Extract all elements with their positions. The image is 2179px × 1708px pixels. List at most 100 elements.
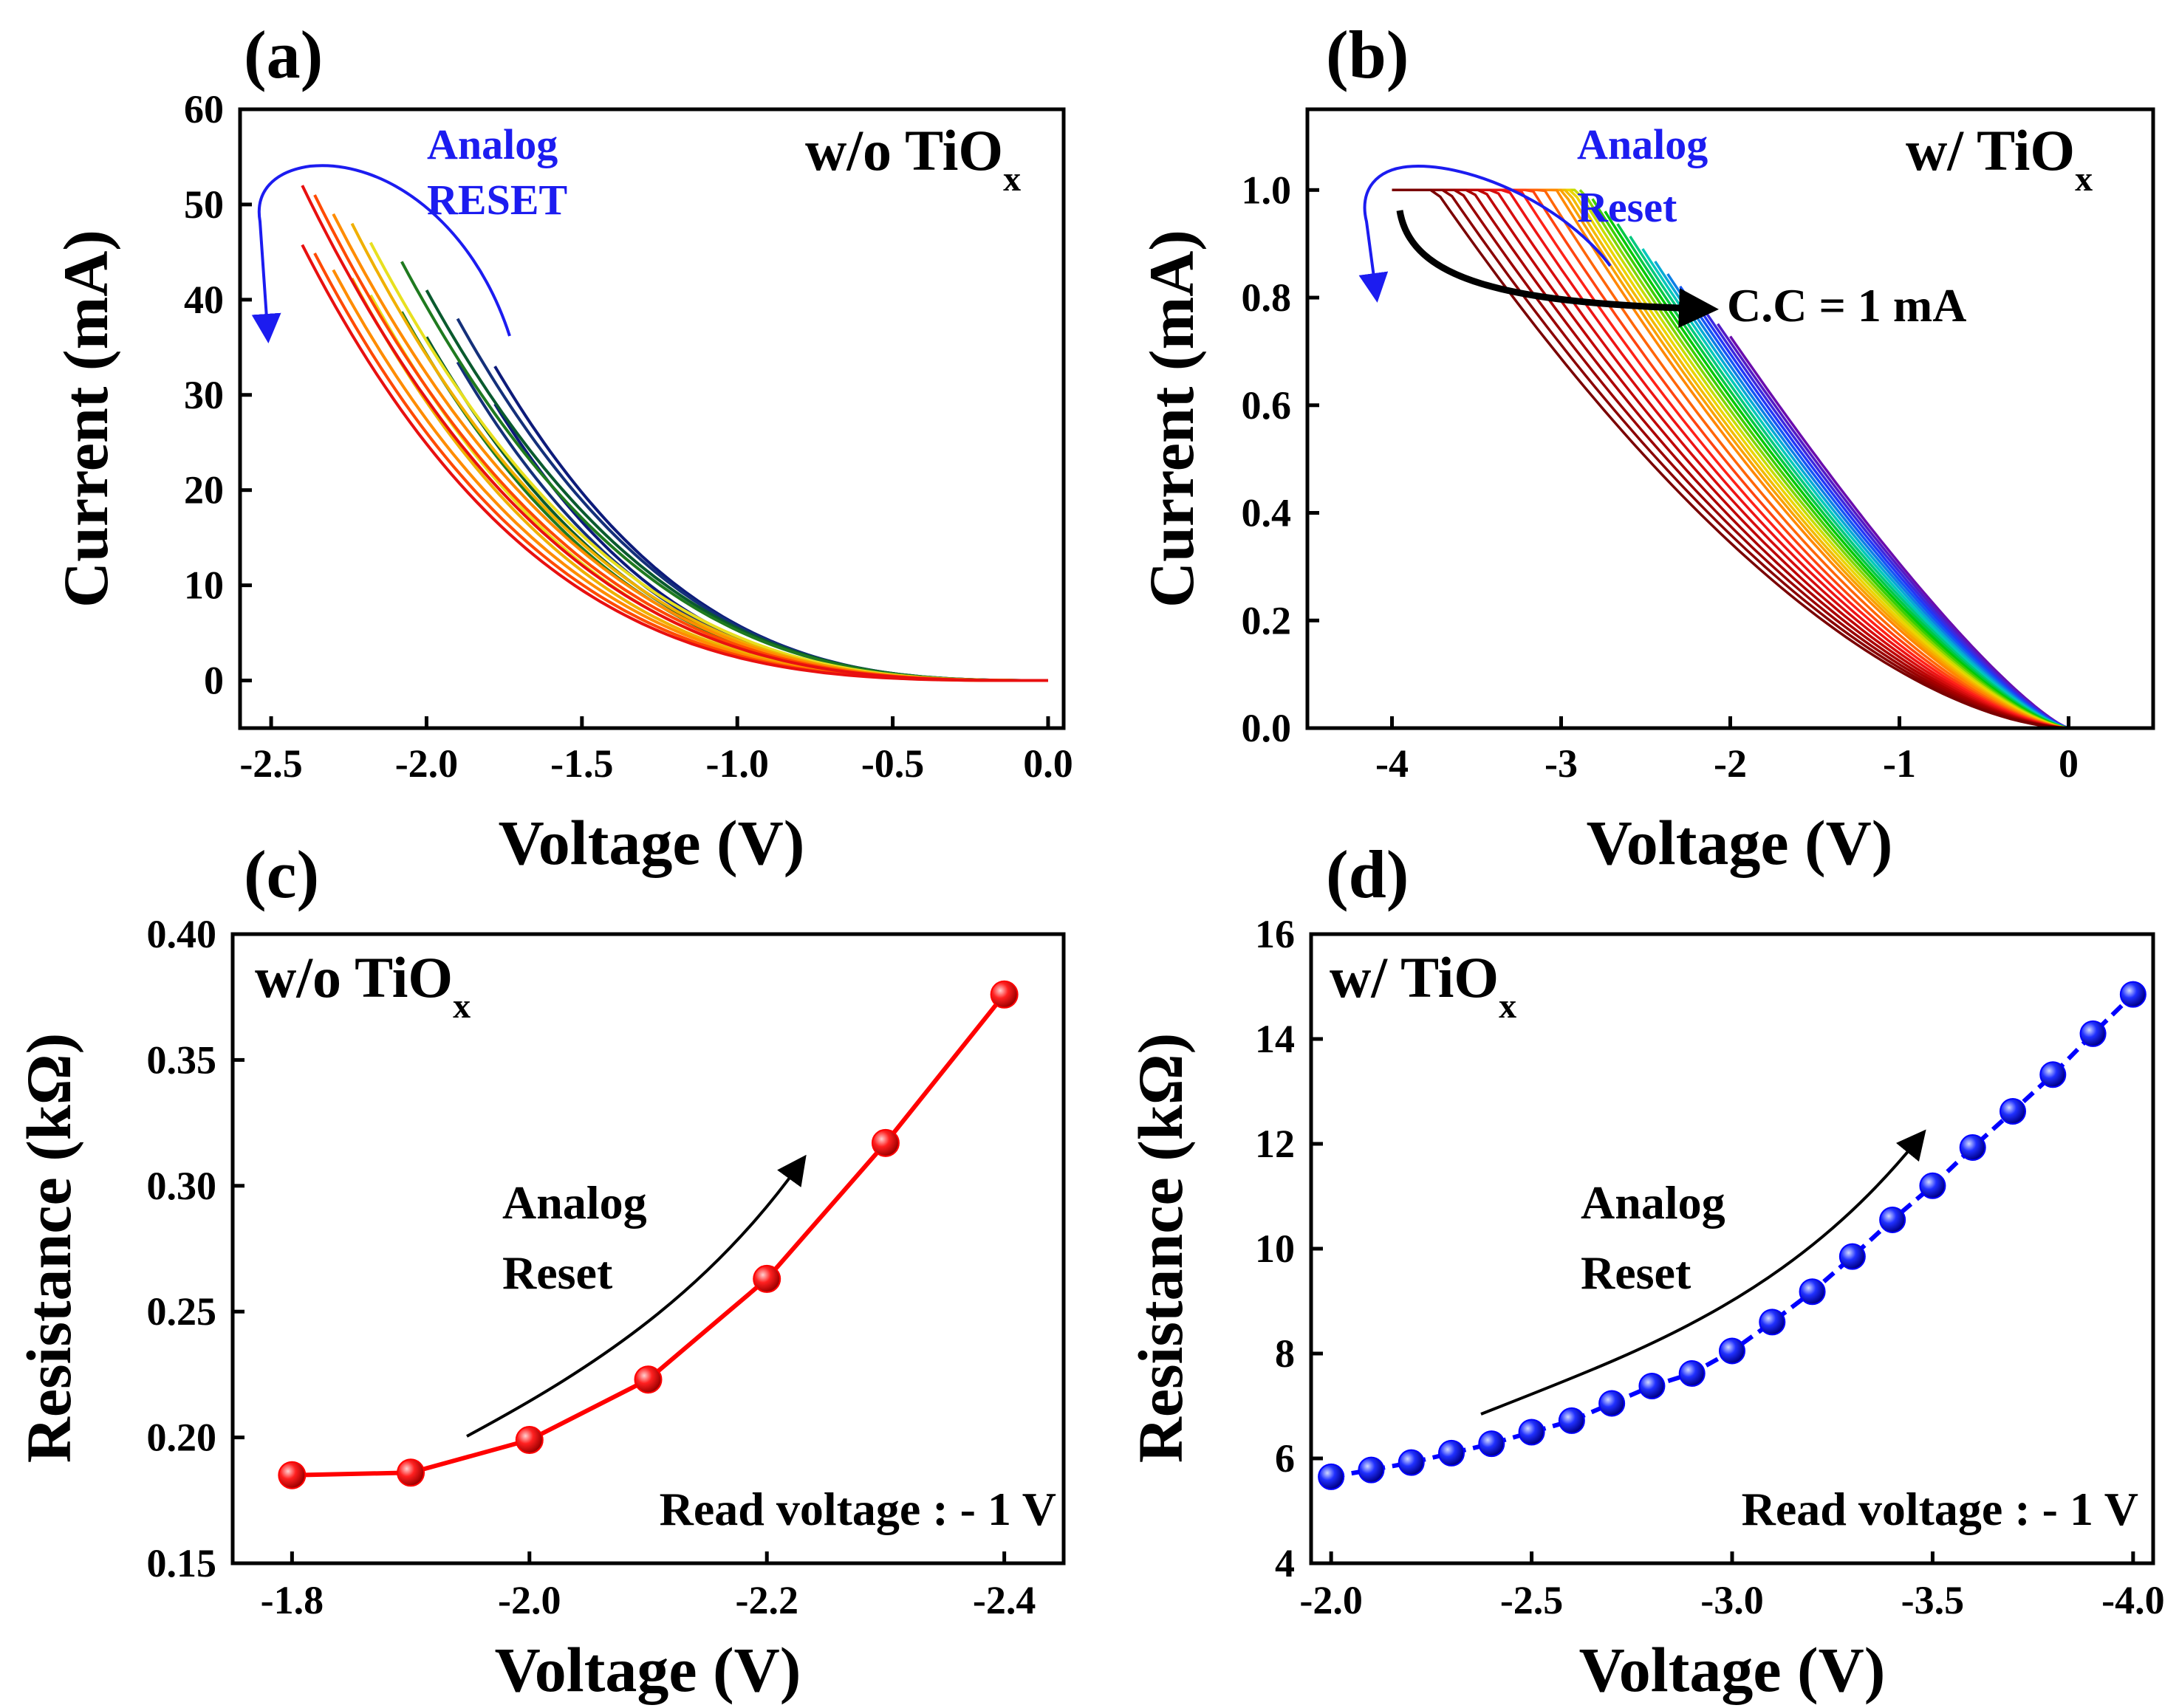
panel-d-data-point: [1678, 1359, 1706, 1387]
panel-a-curves: [301, 185, 1048, 682]
panel-c-y-tick-label: 0.30: [147, 1164, 217, 1208]
panel-b-x-axis-title: Voltage (V): [1587, 807, 1893, 878]
panel-b-sweep-7: [1654, 260, 2069, 730]
panel-d-data-point: [1638, 1373, 1666, 1400]
panel-b-annotation-line1: Analog: [1577, 120, 1708, 168]
panel-c-read-voltage: Read voltage : - 1 V: [660, 1483, 1056, 1535]
panel-b-curves: [1392, 188, 2070, 730]
panel-c-y-axis-title: Resistance (kΩ): [13, 1033, 84, 1463]
panel-b-sweep-11: [1604, 210, 2069, 730]
panel-b-sweep-19: [1505, 188, 2069, 730]
panel-b-compliance-arrow: [1396, 210, 1719, 329]
panel-c-data-point: [634, 1365, 663, 1394]
panel-d-data-point: [1518, 1419, 1545, 1446]
panel-b-sweep-27: [1404, 188, 2069, 730]
panel-a-reset-arrow: [251, 164, 511, 343]
panel-b-sweep-12: [1591, 198, 2069, 730]
panel-a-x-tick-label: -2.5: [239, 741, 302, 786]
panel-a-sweep-1-forward: [493, 366, 1048, 682]
panel-c-x-tick-label: -2.2: [735, 1578, 798, 1622]
panel-a-y-tick-label: 0: [204, 659, 224, 703]
panel-b-sweep-6: [1666, 272, 2069, 730]
panel-a-ticks: -2.5 -2.0 -1.5 -1.0 -0.5 0.0 0 10 20 30 40 50 60: [184, 87, 1073, 786]
panel-b-sweep-5: [1679, 285, 2069, 730]
panel-c-ticks: -1.8 -2.0 -2.2 -2.4 0.15 0.20 0.25 0.30 0.35 0.40: [147, 912, 1036, 1622]
panel-c-data-point: [990, 980, 1019, 1009]
panel-a-annotation-line2: RESET: [427, 176, 567, 224]
panel-d-data-point: [1358, 1456, 1385, 1484]
panel-c-x-tick-label: -2.4: [973, 1578, 1036, 1622]
panel-a-x-tick-label: -1.0: [705, 741, 768, 786]
panel-b-sweep-23: [1454, 188, 2069, 730]
panel-b-sweep-3: [1704, 310, 2070, 730]
panel-b-y-tick-label: 0.4: [1242, 491, 1292, 535]
panel-b-sweep-24: [1442, 188, 2069, 730]
panel-c-annotation-line2: Reset: [502, 1246, 613, 1299]
panel-d-condition-label: w/ TiOx: [1330, 945, 1516, 1026]
panel-b-sweep-26: [1417, 188, 2069, 730]
panel-d-annotation-line1: Analog: [1581, 1176, 1725, 1229]
panel-b-sweep-15: [1555, 188, 2069, 730]
panel-d-data-point: [1959, 1133, 1986, 1161]
panel-c-series-line: [292, 992, 1006, 1478]
panel-c-series: [278, 980, 1019, 1489]
panel-a-y-tick-label: 40: [184, 278, 224, 322]
panel-a-y-tick-label: 30: [184, 373, 224, 417]
panel-b-sweep-28: [1392, 188, 2069, 730]
panel-d-series: [1318, 981, 2146, 1490]
panel-c-data-point: [753, 1264, 781, 1293]
panel-d-y-tick-label: 6: [1275, 1436, 1295, 1481]
panel-d-data-point: [1719, 1337, 1745, 1365]
panel-d-y-tick-label: 4: [1275, 1541, 1295, 1585]
panel-d-y-axis-title: Resistance (kΩ): [1125, 1033, 1196, 1463]
panel-c: (c) -1.8 -2.0 -2.2 -2.4 0.15 0.20 0.25 0.30 0.35…: [13, 837, 1066, 1705]
panel-b-sweep-13: [1578, 189, 2069, 730]
panel-b-sweep-21: [1480, 188, 2069, 730]
panel-b-sweep-1: [1729, 335, 2070, 730]
panel-c-y-tick-label: 0.40: [147, 912, 217, 956]
panel-c-y-tick-label: 0.20: [147, 1416, 217, 1460]
panel-c-data-point: [515, 1426, 544, 1455]
panel-d-axes-frame: [1309, 932, 2155, 1565]
panel-b-y-tick-label: 0.8: [1242, 275, 1292, 320]
panel-a-label: (a): [244, 17, 323, 92]
panel-b-compliance-label: C.C = 1 mA: [1727, 279, 1966, 332]
panel-b-sweep-22: [1467, 188, 2069, 730]
panel-b-sweep-17: [1530, 188, 2069, 730]
panel-d: (d) -2.0 -2.5 -3.0 -3.5 -4.0 4 6 8 10 12 14 16 Volt…: [1125, 837, 2165, 1705]
panel-a-y-axis-title: Current (mA): [50, 230, 121, 608]
panel-d-trend-arrow: [1480, 1129, 1926, 1416]
panel-c-x-tick-label: -2.0: [498, 1578, 561, 1622]
panel-d-data-point: [2000, 1097, 2026, 1125]
panel-b-sweep-9: [1629, 236, 2069, 730]
panel-d-ticks: -2.0 -2.5 -3.0 -3.5 -4.0 4 6 8 10 12 14 16: [1255, 912, 2165, 1622]
panel-a-y-tick-label: 60: [184, 87, 224, 131]
panel-a-x-axis-title: Voltage (V): [499, 807, 805, 878]
panel-c-y-tick-label: 0.25: [147, 1289, 217, 1334]
panel-b-y-tick-label: 0.0: [1242, 706, 1292, 750]
panel-b-sweep-16: [1542, 188, 2069, 730]
panel-b-sweep-18: [1517, 188, 2069, 730]
panel-a-x-tick-label: -0.5: [861, 741, 924, 786]
panel-b-y-axis-title: Current (mA): [1136, 230, 1207, 608]
panel-d-y-tick-label: 12: [1255, 1122, 1295, 1166]
panel-c-y-tick-label: 0.35: [147, 1038, 217, 1082]
panel-d-data-point: [1398, 1449, 1425, 1476]
panel-a-x-tick-label: -2.0: [395, 741, 458, 786]
panel-a-sweep-1-return: [493, 403, 1048, 682]
panel-d-annotation-line2: Reset: [1581, 1246, 1691, 1299]
panel-b-x-tick-label: -2: [1714, 741, 1747, 786]
panel-d-read-voltage: Read voltage : - 1 V: [1742, 1483, 2138, 1535]
panel-a-condition-label: w/o TiOx: [805, 118, 1021, 199]
panel-b-reset-arrow: [1358, 164, 1612, 303]
panel-d-data-point: [2039, 1061, 2067, 1088]
panel-c-axes-frame: [230, 932, 1066, 1565]
panel-a-sweep-7-forward: [332, 213, 1048, 682]
panel-b-y-tick-label: 0.6: [1242, 383, 1292, 428]
panel-a-annotation-line1: Analog: [427, 120, 558, 168]
panel-b-x-tick-label: 0: [2059, 741, 2079, 786]
panel-b-sweep-8: [1641, 248, 2069, 730]
panel-c-data-point: [278, 1461, 307, 1489]
panel-d-x-tick-label: -4.0: [2101, 1578, 2164, 1622]
panel-d-data-point: [1438, 1439, 1465, 1467]
